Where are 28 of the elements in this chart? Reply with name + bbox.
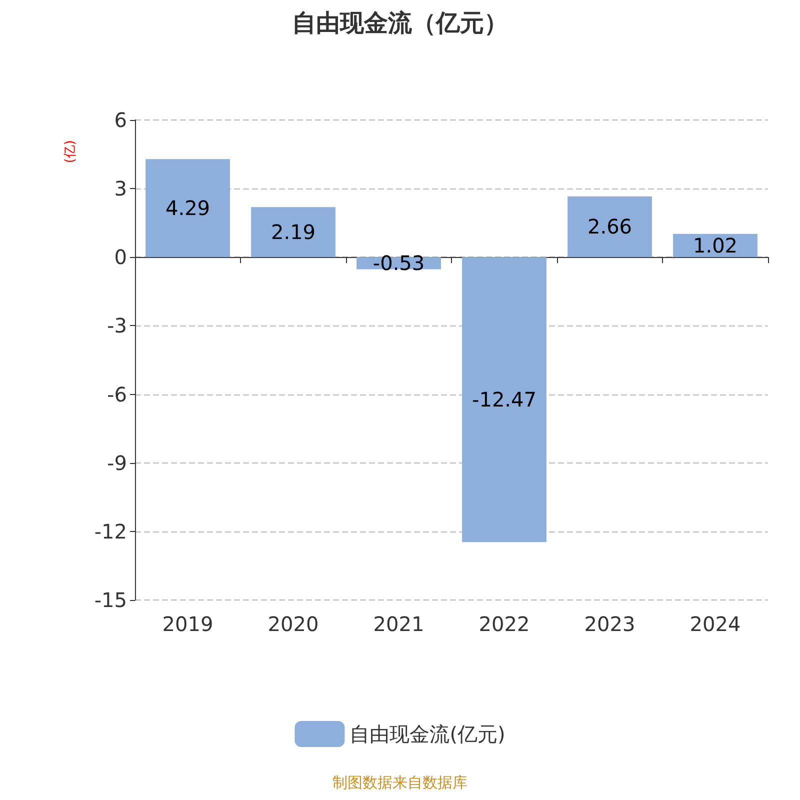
y-tick-label: -12 [94, 519, 127, 544]
bar [146, 159, 230, 258]
data-label: 2.19 [270, 220, 316, 244]
legend-label: 自由现金流(亿元) [350, 722, 506, 746]
x-tick-label: 2022 [478, 612, 530, 636]
x-tick-label: 2024 [690, 612, 741, 636]
bar [568, 196, 652, 258]
x-tick-label: 2021 [373, 612, 424, 636]
y-axis-title: (亿) [63, 140, 78, 164]
x-tick-label: 2020 [268, 612, 319, 636]
data-label: 2.66 [587, 214, 632, 239]
y-tick-label: -15 [94, 588, 127, 612]
text: 制图数据来自数据库 [332, 774, 468, 792]
bar [251, 207, 336, 258]
y-tick-label: 0 [114, 245, 127, 270]
data-label: 4.29 [165, 196, 210, 220]
y-tick-label: -6 [107, 382, 127, 406]
x-tick-label: 2023 [584, 612, 636, 636]
data-label: -0.53 [372, 251, 425, 276]
y-tick-label: -3 [107, 314, 127, 338]
bar [462, 257, 546, 542]
y-tick-label: -9 [107, 450, 127, 475]
y-tick-label: 6 [114, 108, 127, 132]
chart-title: 自由现金流（亿元） [292, 9, 508, 37]
data-label: -12.47 [472, 388, 536, 412]
data-label: 1.02 [692, 233, 738, 258]
y-tick-label: 3 [114, 176, 127, 201]
x-tick-label: 2019 [162, 612, 214, 636]
